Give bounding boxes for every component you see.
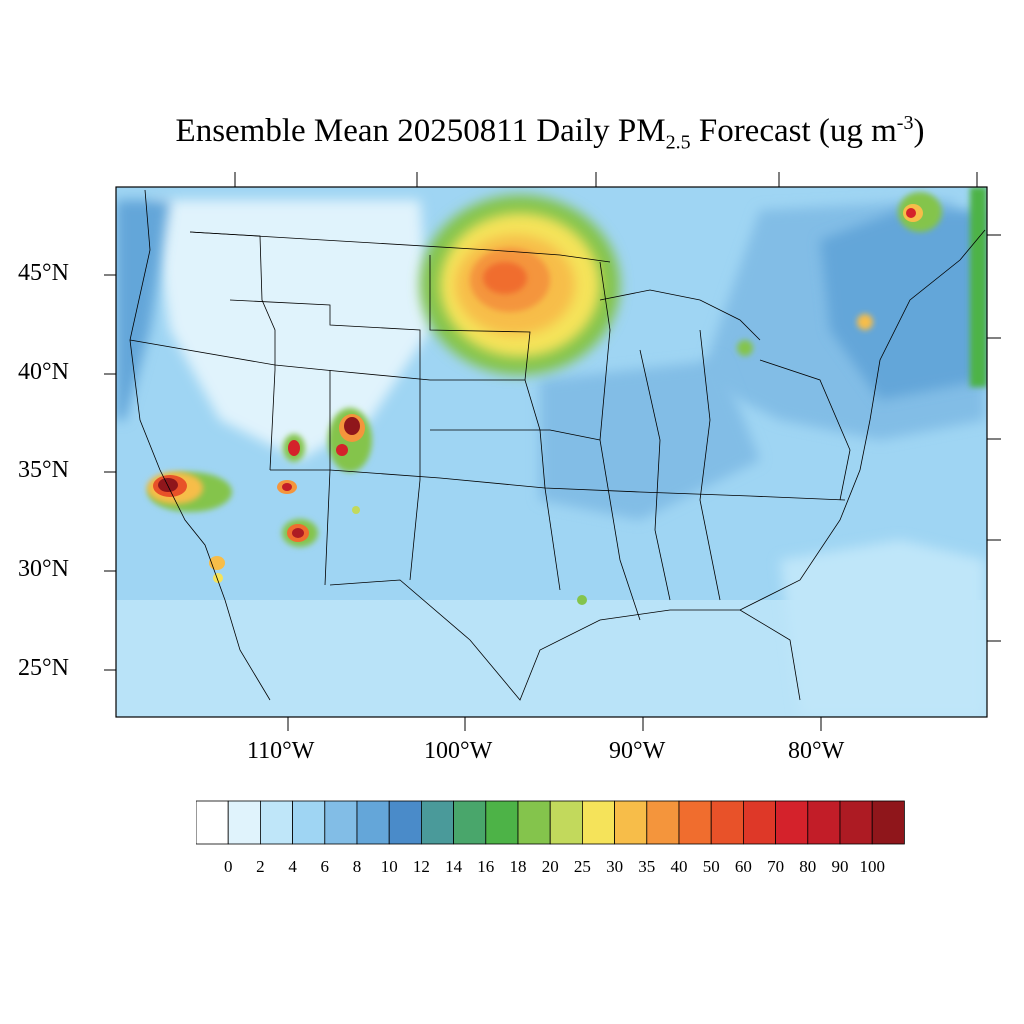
colorbar-label: 2 [256, 857, 265, 876]
colorbar-label: 14 [445, 857, 463, 876]
colorbar-label: 18 [509, 857, 527, 876]
lat-label-45: 45°N [18, 260, 69, 286]
colorbar-cell [807, 800, 841, 845]
colorbar-label: 12 [412, 857, 430, 876]
colorbar-label: 4 [288, 857, 297, 876]
page-title: Ensemble Mean 20250811 Daily PM2.5 Forec… [175, 112, 925, 154]
colorbar [196, 800, 905, 845]
colorbar-cell [614, 800, 648, 845]
colorbar-cell [356, 800, 390, 845]
colorbar-cell [839, 800, 873, 845]
colorbar-label: 25 [573, 857, 591, 876]
colorbar-label: 40 [670, 857, 688, 876]
plume-arizona-fire-north [277, 434, 305, 494]
colorbar-label: 6 [320, 857, 330, 876]
colorbar-label: 16 [477, 857, 495, 876]
colorbar-cell [420, 800, 454, 845]
colorbar-cell [710, 800, 744, 845]
colorbar-label: 70 [767, 857, 785, 876]
colorbar-label: 50 [702, 857, 720, 876]
colorbar-cell [549, 800, 583, 845]
colorbar-cell [517, 800, 551, 845]
colorbar-label: 100 [859, 857, 885, 876]
plume-north-dakota-smoke [420, 195, 620, 375]
colorbar-label: 0 [223, 857, 233, 876]
colorbar-label: 10 [380, 857, 398, 876]
colorbar-cell [871, 800, 905, 845]
lon-label-110w: 110°W [247, 738, 315, 764]
colorbar-cell [260, 800, 294, 845]
colorbar-label: 80 [799, 857, 817, 876]
lat-label-40: 40°N [18, 359, 69, 385]
colorbar-cell [227, 800, 261, 845]
colorbar-label: 60 [734, 857, 752, 876]
lat-label-35: 35°N [18, 457, 69, 483]
colorbar-cell [775, 800, 809, 845]
colorbar-cell [324, 800, 358, 845]
map-frame [115, 186, 988, 718]
map-field [116, 187, 987, 717]
colorbar-cell [196, 800, 229, 845]
colorbar-cell [292, 800, 326, 845]
colorbar-label: 8 [352, 857, 362, 876]
plume-new-mexico-fire [328, 408, 372, 472]
colorbar-label: 35 [638, 857, 656, 876]
lon-label-100w: 100°W [424, 738, 493, 764]
colorbar-cell [485, 800, 519, 845]
plume-southern-california-fire [147, 472, 232, 512]
colorbar-label: 20 [541, 857, 559, 876]
boundary-lines [129, 189, 986, 701]
lon-label-80w: 80°W [788, 738, 845, 764]
plume-arizona-fire-south [282, 519, 318, 547]
colorbar-cell [388, 800, 422, 845]
colorbar-cell [453, 800, 487, 845]
colorbar-cell [646, 800, 680, 845]
lat-label-30: 30°N [18, 556, 69, 582]
colorbar-cell [743, 800, 777, 845]
axis-ticks [104, 172, 1001, 731]
lon-label-90w: 90°W [609, 738, 666, 764]
colorbar-cell [581, 800, 615, 845]
colorbar-label: 90 [831, 857, 849, 876]
plume-quebec-fire [898, 192, 942, 232]
colorbar-cell [678, 800, 712, 845]
colorbar-label: 30 [606, 857, 624, 876]
lat-label-25: 25°N [18, 655, 69, 681]
